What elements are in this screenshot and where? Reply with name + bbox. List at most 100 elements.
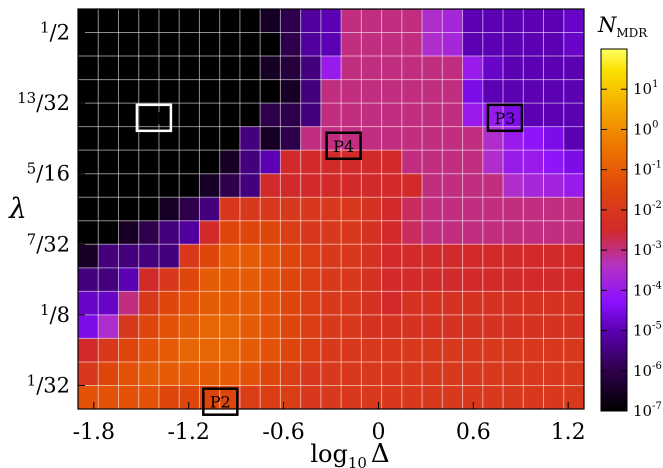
heatmap-cell	[158, 9, 180, 34]
heatmap-cell	[78, 220, 99, 245]
heatmap-cell	[543, 338, 565, 363]
heatmap-cell	[361, 291, 383, 316]
heatmap-cell	[482, 220, 504, 245]
heatmap-cell	[280, 103, 302, 128]
heatmap-cell	[300, 173, 322, 198]
colorbar: 101 100 10-1 10-2 10-3 10-4 10-5 10-6 10-7 NMDR	[597, 13, 662, 420]
annotation-p3: P3	[486, 103, 524, 133]
heatmap-cell	[401, 244, 423, 269]
heatmap-cell	[341, 220, 362, 245]
heatmap-cell	[381, 32, 403, 57]
heatmap-cell	[300, 338, 322, 363]
heatmap-cell	[98, 267, 119, 292]
heatmap-cell	[118, 173, 140, 198]
heatmap-cell	[78, 32, 99, 57]
heatmap-cell	[503, 197, 524, 222]
y-tick-label: 1/32	[27, 371, 70, 397]
heatmap-cell	[260, 173, 281, 198]
heatmap-cell	[118, 79, 140, 104]
heatmap-cell	[260, 291, 281, 316]
heatmap-cell	[543, 173, 565, 198]
heatmap-cell	[320, 173, 342, 198]
heatmap-cell	[523, 338, 545, 363]
heatmap-cell	[219, 79, 241, 104]
heatmap-cell	[503, 9, 524, 34]
heatmap-cell	[199, 56, 221, 81]
heatmap-cell	[523, 314, 545, 339]
heatmap-cell	[341, 314, 362, 339]
x-tick-label: -1.2	[167, 420, 209, 445]
heatmap-cell	[98, 79, 119, 104]
heatmap-cell	[462, 103, 484, 128]
heatmap-cell	[401, 197, 423, 222]
svg-text:P2: P2	[210, 393, 231, 412]
heatmap-cell	[239, 126, 261, 151]
heatmap-cell	[300, 9, 322, 34]
heatmap-cell	[118, 56, 140, 81]
svg-text:P4: P4	[333, 137, 354, 156]
heatmap-cell	[219, 150, 241, 175]
x-tick-label: -1.8	[73, 420, 115, 445]
heatmap-cell	[361, 197, 383, 222]
heatmap-cell	[179, 220, 200, 245]
heatmap-cell	[543, 56, 565, 81]
heatmap-cell	[462, 361, 484, 386]
heatmap-cell	[341, 361, 362, 386]
heatmap-cell	[260, 150, 281, 175]
heatmap-cell	[543, 32, 565, 57]
heatmap-cell	[543, 291, 565, 316]
heatmap-cell	[523, 150, 545, 175]
heatmap-cell	[462, 79, 484, 104]
heatmap-cell	[219, 220, 241, 245]
heatmap-cell	[503, 79, 524, 104]
heatmap-cell	[442, 56, 464, 81]
heatmap-cell	[422, 291, 443, 316]
heatmap-cell	[118, 9, 140, 34]
heatmap-cell	[422, 361, 443, 386]
heatmap-cell	[482, 56, 504, 81]
heatmap-cell	[239, 197, 261, 222]
svg-text:P3: P3	[494, 109, 515, 128]
heatmap-cell	[543, 314, 565, 339]
heatmap-cell	[361, 32, 383, 57]
heatmap-cell	[503, 220, 524, 245]
heatmap-cell	[422, 126, 443, 151]
heatmap-cell	[138, 126, 160, 151]
heatmap-cell	[300, 79, 322, 104]
heatmap-cell	[199, 220, 221, 245]
heatmap-cell	[543, 385, 565, 410]
heatmap-cell	[320, 244, 342, 269]
colorbar-tick-label: 10-5	[633, 321, 662, 340]
colorbar-label-symbol: N	[597, 13, 617, 37]
heatmap-cell	[179, 197, 200, 222]
heatmap-cell	[158, 361, 180, 386]
heatmap-cell	[361, 79, 383, 104]
heatmap-cell	[341, 267, 362, 292]
colorbar-tick-label: 10-6	[633, 361, 662, 380]
heatmap-cell	[523, 9, 545, 34]
heatmap-cell	[158, 244, 180, 269]
heatmap-cell	[401, 32, 423, 57]
heatmap-cell	[118, 32, 140, 57]
heatmap-cell	[341, 385, 362, 410]
heatmap-cell	[503, 32, 524, 57]
heatmap-cell	[543, 361, 565, 386]
heatmap-cell	[138, 32, 160, 57]
heatmap-cell	[361, 338, 383, 363]
heatmap-cell	[381, 338, 403, 363]
heatmap-cell	[543, 103, 565, 128]
heatmap-cell	[422, 103, 443, 128]
heatmap-cell	[219, 103, 241, 128]
heatmap-cell	[401, 9, 423, 34]
heatmap-cell	[280, 150, 302, 175]
heatmap-cell	[442, 126, 464, 151]
heatmap-cell	[361, 9, 383, 34]
heatmap-cell	[260, 197, 281, 222]
heatmap-cell	[138, 361, 160, 386]
heatmap-cell	[482, 32, 504, 57]
heatmap-cell	[239, 150, 261, 175]
heatmap-cell	[341, 9, 362, 34]
heatmap-cell	[422, 314, 443, 339]
heatmap-cell	[523, 385, 545, 410]
heatmap-cell	[78, 126, 99, 151]
